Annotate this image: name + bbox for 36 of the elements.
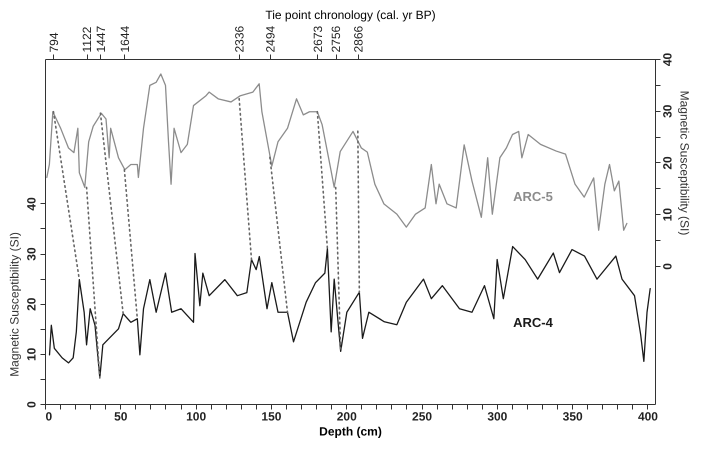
annotation: 2866	[351, 25, 366, 52]
y2-tick-label: 40	[660, 52, 674, 66]
y2-tick-label: 0	[660, 262, 674, 270]
x-tick-label: 200	[336, 410, 358, 424]
annotation: 1644	[118, 25, 132, 52]
y2-tick-label: 20	[660, 156, 674, 170]
x-tick-label: 400	[638, 410, 658, 424]
series-label: ARC-4	[513, 314, 554, 330]
x-axis-title: Depth (cm)	[319, 424, 382, 438]
annotation: 2756	[329, 25, 344, 52]
y-tick-label: 30	[24, 247, 38, 261]
x-tick-label: 50	[114, 410, 128, 424]
x-tick-label: 0	[46, 410, 52, 424]
y2-axis-title: Magnetic Susceptibility (SI)	[678, 90, 692, 236]
annotation: 2336	[232, 25, 247, 52]
y-tick-label: 10	[24, 347, 38, 362]
x-tick-label: 150	[261, 410, 282, 424]
x-tick-label: 100	[186, 410, 206, 424]
annotation: 1122	[80, 26, 94, 52]
y2-tick-label: 30	[660, 104, 674, 118]
x-tick-label: 250	[412, 410, 432, 424]
annotation: 2673	[310, 25, 325, 52]
y-axis-title: Magnetic Susceptibility (SI)	[8, 232, 22, 377]
x2-axis-title: Tie point chronology (cal. yr BP)	[265, 8, 436, 22]
annotation: 794	[46, 32, 61, 52]
y-tick-label: 40	[24, 196, 38, 211]
annotation: 1447	[94, 25, 108, 52]
annotation: 2494	[263, 25, 278, 52]
y-tick-label: 20	[24, 297, 38, 311]
line-series	[46, 73, 628, 231]
y-tick-label: 0	[24, 400, 38, 408]
line-series	[48, 246, 651, 379]
x-tick-label: 300	[487, 410, 508, 424]
x-tick-label: 350	[562, 410, 583, 424]
series-label: ARC-5	[513, 189, 553, 204]
y2-tick-label: 10	[660, 208, 674, 222]
